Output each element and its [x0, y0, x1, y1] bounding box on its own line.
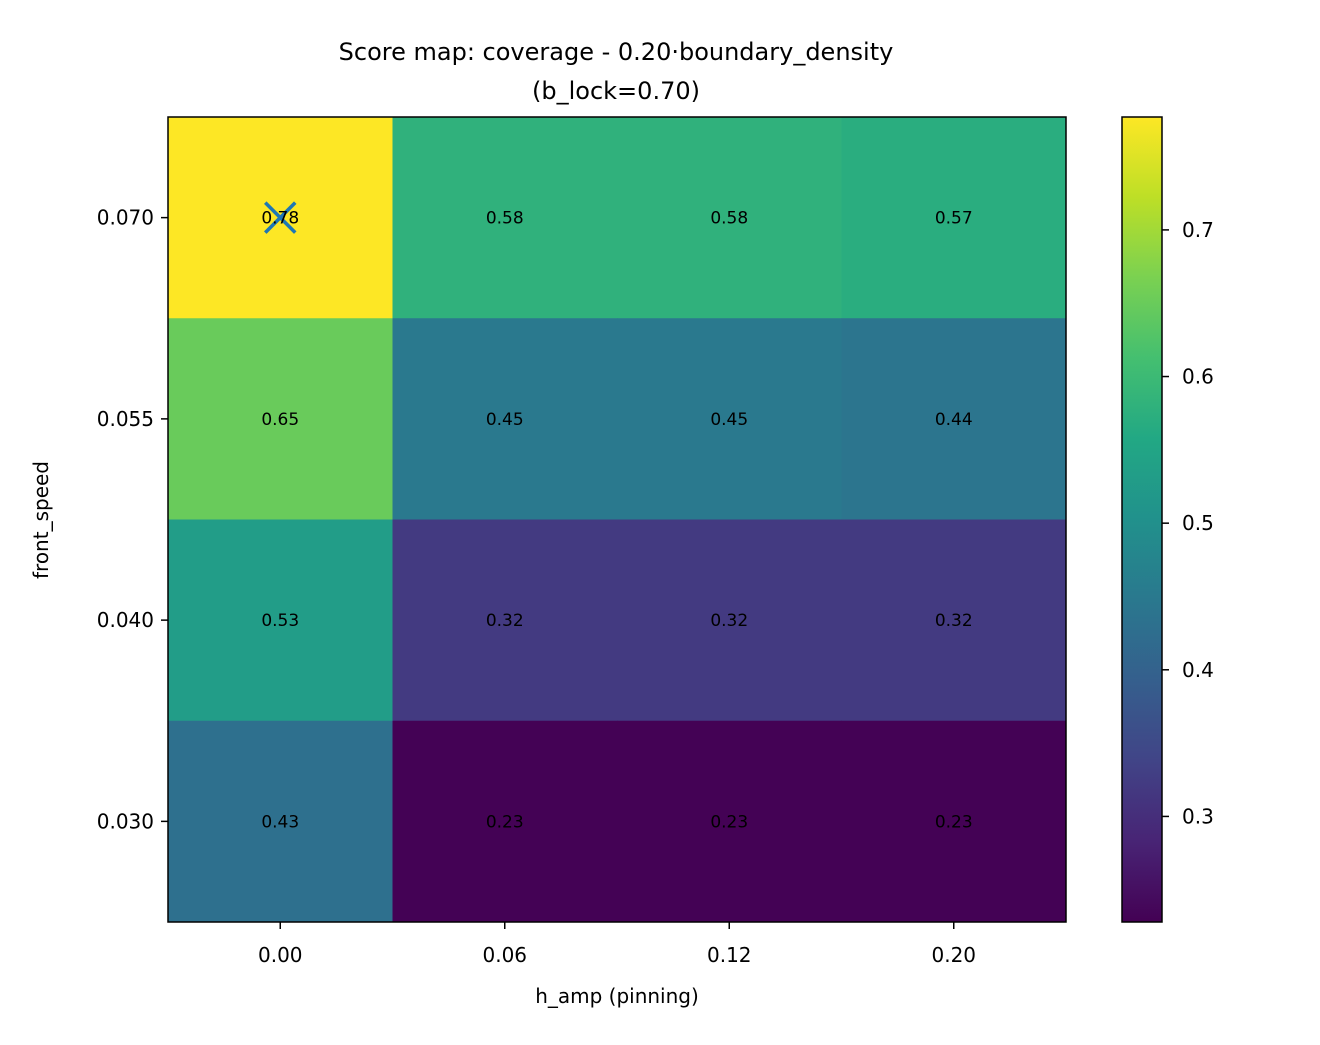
- x-tick-label: 0.06: [482, 943, 527, 967]
- y-tick-label: 0.070: [97, 206, 154, 230]
- heatmap-cell: [392, 318, 618, 520]
- cell-label: 0.23: [935, 812, 973, 832]
- heatmap-cell: [392, 519, 618, 722]
- x-tick-label: 0.12: [707, 943, 752, 967]
- cell-label: 0.65: [261, 410, 299, 430]
- cell-label: 0.32: [935, 611, 973, 631]
- x-tick-label: 0.20: [931, 943, 976, 967]
- heatmap-cell: [168, 519, 393, 722]
- chart-title: Score map: coverage - 0.20·boundary_dens…: [339, 38, 894, 66]
- y-axis-label: front_speed: [29, 461, 53, 579]
- cell-label: 0.58: [486, 209, 524, 229]
- cell-label: 0.58: [710, 209, 748, 229]
- heatmap-cell: [841, 720, 1067, 923]
- heatmap-cell: [841, 318, 1067, 520]
- heatmap-cell: [841, 117, 1067, 319]
- cell-label: 0.32: [710, 611, 748, 631]
- colorbar-tick-label: 0.6: [1182, 365, 1214, 389]
- heatmap-cell: [392, 720, 618, 923]
- colorbar-tick-label: 0.5: [1182, 511, 1214, 535]
- heatmap-cell: [841, 519, 1067, 722]
- cell-label: 0.43: [261, 812, 299, 832]
- x-tick-label: 0.00: [258, 943, 303, 967]
- cell-label: 0.32: [486, 611, 524, 631]
- colorbar-tick-label: 0.7: [1182, 218, 1214, 242]
- y-tick-label: 0.055: [97, 407, 154, 431]
- best-point-marker: [264, 201, 297, 234]
- heatmap-cell: [617, 318, 842, 520]
- cell-label: 0.44: [935, 410, 973, 430]
- cell-label: 0.45: [710, 410, 748, 430]
- plot-frame: [167, 116, 1067, 923]
- heatmap-cell: [392, 117, 618, 319]
- cell-label: 0.23: [710, 812, 748, 832]
- heatmap-cell: [617, 117, 842, 319]
- x-axis-label: h_amp (pinning): [535, 984, 699, 1008]
- y-tick-label: 0.040: [97, 608, 154, 632]
- colorbar-tick-label: 0.4: [1182, 658, 1214, 682]
- cell-label: 0.45: [486, 410, 524, 430]
- heatmap-cell: [168, 318, 393, 520]
- cell-label: 0.57: [935, 209, 973, 229]
- cell-label: 0.53: [261, 611, 299, 631]
- y-tick-label: 0.030: [97, 809, 154, 833]
- cell-label: 0.23: [486, 812, 524, 832]
- colorbar-tick-label: 0.3: [1182, 804, 1214, 828]
- heatmap-cell: [168, 720, 393, 923]
- cell-label: 0.78: [261, 209, 299, 229]
- heatmap-cell: [617, 519, 842, 722]
- heatmap-cell: [617, 720, 842, 923]
- colorbar: [1121, 116, 1163, 923]
- chart-subtitle: (b_lock=0.70): [532, 77, 700, 105]
